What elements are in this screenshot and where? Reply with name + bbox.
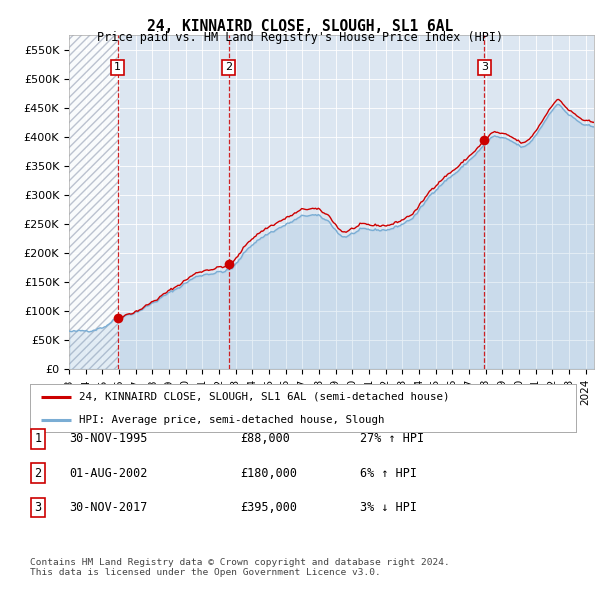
Text: 3: 3 (481, 63, 488, 73)
Text: 01-AUG-2002: 01-AUG-2002 (69, 467, 148, 480)
Text: 24, KINNAIRD CLOSE, SLOUGH, SL1 6AL (semi-detached house): 24, KINNAIRD CLOSE, SLOUGH, SL1 6AL (sem… (79, 392, 449, 402)
Text: 27% ↑ HPI: 27% ↑ HPI (360, 432, 424, 445)
Text: 1: 1 (114, 63, 121, 73)
Text: £180,000: £180,000 (240, 467, 297, 480)
Text: 2: 2 (225, 63, 232, 73)
Text: 6% ↑ HPI: 6% ↑ HPI (360, 467, 417, 480)
Text: 3% ↓ HPI: 3% ↓ HPI (360, 501, 417, 514)
Text: 1: 1 (34, 432, 41, 445)
Text: 24, KINNAIRD CLOSE, SLOUGH, SL1 6AL: 24, KINNAIRD CLOSE, SLOUGH, SL1 6AL (147, 19, 453, 34)
Bar (69, 35, 118, 369)
Text: HPI: Average price, semi-detached house, Slough: HPI: Average price, semi-detached house,… (79, 415, 385, 425)
Text: 30-NOV-1995: 30-NOV-1995 (69, 432, 148, 445)
Text: 2: 2 (34, 467, 41, 480)
Text: £395,000: £395,000 (240, 501, 297, 514)
Text: 30-NOV-2017: 30-NOV-2017 (69, 501, 148, 514)
Text: 3: 3 (34, 501, 41, 514)
Text: £88,000: £88,000 (240, 432, 290, 445)
Text: Contains HM Land Registry data © Crown copyright and database right 2024.
This d: Contains HM Land Registry data © Crown c… (30, 558, 450, 577)
Text: Price paid vs. HM Land Registry's House Price Index (HPI): Price paid vs. HM Land Registry's House … (97, 31, 503, 44)
